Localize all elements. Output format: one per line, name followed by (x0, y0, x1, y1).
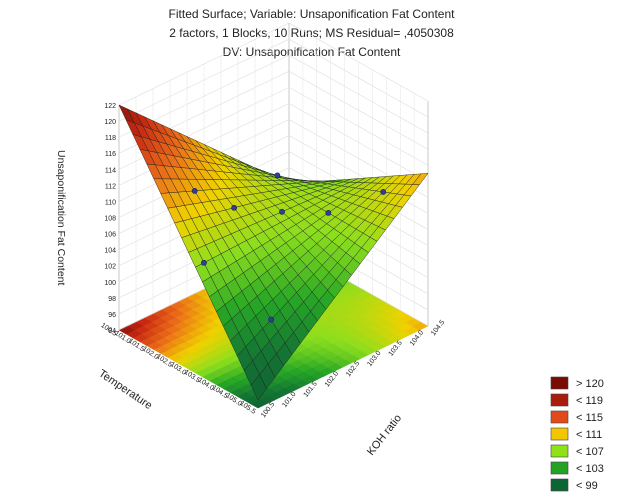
legend-swatch (550, 478, 569, 492)
chart-title-line-1: Fitted Surface; Variable: Unsaponificati… (168, 7, 455, 21)
legend-label: < 103 (576, 463, 604, 475)
z-tick-label: 100 (104, 280, 116, 287)
z-tick-label: 116 (105, 151, 116, 158)
x-axis-label: Temperature (96, 368, 154, 412)
grid-line (118, 70, 429, 154)
data-point (201, 259, 207, 266)
z-tick-label: 122 (104, 103, 116, 110)
axis-ticks: 122 120 118 116 114 112 110 108 106 104 102 100 98 96… (99, 103, 446, 419)
z-tick-label: 118 (105, 135, 116, 142)
grid-line (118, 54, 429, 138)
chart-title-line-2: 2 factors, 1 Blocks, 10 Runs; MS Residua… (169, 26, 454, 40)
data-point (231, 204, 237, 211)
data-point (325, 209, 332, 216)
legend-label: < 99 (576, 480, 598, 492)
surface-cell (250, 374, 267, 401)
z-tick-label: 110 (105, 199, 116, 206)
data-point (274, 172, 281, 179)
z-tick-label: 94 (108, 328, 116, 335)
legend-swatch (550, 427, 569, 441)
y-tick-label: 104.5 (430, 319, 446, 337)
legend-swatch (550, 376, 569, 390)
grid-line (118, 22, 429, 106)
legend-swatch (550, 444, 569, 458)
surface-mesh (118, 104, 429, 401)
legend-swatch (550, 410, 569, 424)
data-point (268, 316, 275, 323)
z-tick-label: 96 (108, 312, 116, 319)
legend-label: < 115 (576, 412, 603, 424)
legend-swatch (550, 393, 569, 407)
data-points (191, 172, 387, 323)
z-axis-label: Unsaponification Fat Content (55, 150, 67, 285)
z-tick-label: 120 (104, 119, 116, 126)
data-point (279, 208, 285, 215)
legend-swatch (550, 461, 569, 475)
legend-label: < 111 (576, 429, 602, 441)
legend-label: > 120 (576, 378, 604, 390)
data-point (191, 188, 198, 194)
legend-label: < 107 (576, 446, 604, 458)
legend-label: < 119 (576, 395, 603, 407)
z-tick-label: 104 (104, 248, 116, 255)
z-tick-label: 108 (104, 216, 116, 223)
z-tick-label: 106 (104, 232, 116, 239)
z-tick-label: 98 (108, 296, 116, 303)
y-axis-label: KOH ratio (365, 412, 404, 457)
z-tick-label: 112 (105, 183, 116, 190)
z-tick-label: 102 (104, 264, 116, 271)
z-tick-label: 114 (105, 167, 116, 174)
grid-line (118, 38, 429, 122)
legend: > 120 < 119 < 115 < 111 < 107 < 103 < 99 (550, 376, 604, 492)
data-point (380, 189, 387, 195)
